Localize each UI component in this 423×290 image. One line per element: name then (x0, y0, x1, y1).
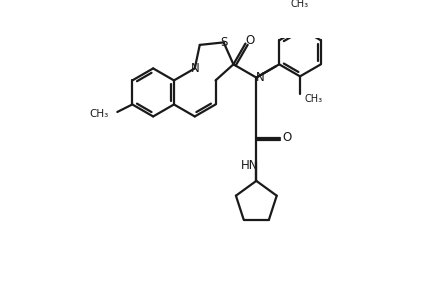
Text: N: N (190, 62, 199, 75)
Text: O: O (283, 131, 292, 144)
Text: CH₃: CH₃ (291, 0, 309, 9)
Text: CH₃: CH₃ (90, 109, 109, 119)
Text: O: O (245, 35, 254, 48)
Text: N: N (255, 71, 264, 84)
Text: S: S (220, 36, 227, 49)
Text: HN: HN (241, 160, 258, 173)
Text: CH₃: CH₃ (304, 94, 322, 104)
